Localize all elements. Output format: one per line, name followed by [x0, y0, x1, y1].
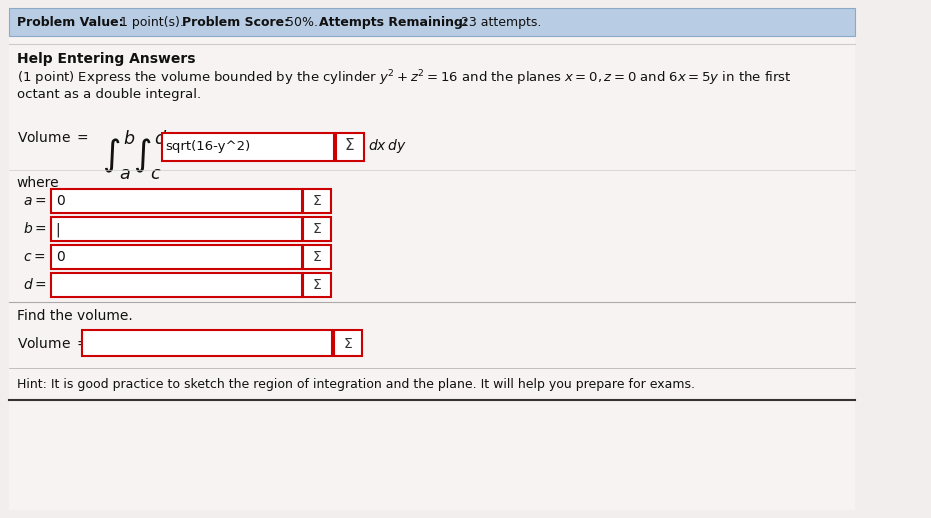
FancyBboxPatch shape — [51, 217, 302, 241]
Text: 0: 0 — [56, 250, 64, 264]
Text: 23 attempts.: 23 attempts. — [457, 16, 541, 29]
FancyBboxPatch shape — [9, 36, 855, 510]
Text: $\Sigma$: $\Sigma$ — [313, 222, 322, 236]
Text: (1 point) Express the volume bounded by the cylinder $y^2 + z^2 = 16$ and the pl: (1 point) Express the volume bounded by … — [17, 68, 791, 88]
FancyBboxPatch shape — [334, 330, 362, 356]
FancyBboxPatch shape — [304, 245, 331, 269]
FancyBboxPatch shape — [336, 133, 364, 161]
FancyBboxPatch shape — [51, 273, 302, 297]
Text: Volume $=$: Volume $=$ — [17, 336, 88, 351]
FancyBboxPatch shape — [51, 189, 302, 213]
Text: $b =$: $b =$ — [23, 221, 47, 236]
Text: Volume $=$: Volume $=$ — [17, 130, 88, 145]
Text: sqrt(16-y^2): sqrt(16-y^2) — [165, 140, 250, 153]
Text: Attempts Remaining:: Attempts Remaining: — [318, 16, 467, 29]
Text: octant as a double integral.: octant as a double integral. — [17, 88, 201, 101]
Text: $\Sigma$: $\Sigma$ — [344, 137, 355, 153]
Text: where: where — [17, 176, 60, 190]
FancyBboxPatch shape — [9, 8, 855, 36]
Text: |: | — [56, 222, 61, 237]
FancyBboxPatch shape — [162, 133, 334, 161]
FancyBboxPatch shape — [51, 245, 302, 269]
Text: $d =$: $d =$ — [23, 277, 47, 292]
FancyBboxPatch shape — [82, 330, 332, 356]
Text: $a =$: $a =$ — [23, 194, 47, 208]
FancyBboxPatch shape — [304, 189, 331, 213]
Text: $\int_c^d$: $\int_c^d$ — [133, 128, 168, 182]
Text: Hint: It is good practice to sketch the region of integration and the plane. It : Hint: It is good practice to sketch the … — [17, 378, 695, 391]
Text: $\Sigma$: $\Sigma$ — [343, 337, 353, 351]
Text: 50%.: 50%. — [282, 16, 322, 29]
Text: 0: 0 — [56, 194, 64, 208]
Text: $dx\,dy$: $dx\,dy$ — [369, 137, 407, 155]
Text: $\Sigma$: $\Sigma$ — [313, 194, 322, 208]
Text: Find the volume.: Find the volume. — [17, 309, 132, 323]
Text: $c =$: $c =$ — [23, 250, 46, 264]
FancyBboxPatch shape — [304, 217, 331, 241]
Text: Problem Value:: Problem Value: — [17, 16, 123, 29]
Text: $\int_a^b$: $\int_a^b$ — [102, 128, 136, 182]
FancyBboxPatch shape — [304, 273, 331, 297]
Text: Problem Score:: Problem Score: — [182, 16, 290, 29]
Text: $\Sigma$: $\Sigma$ — [313, 278, 322, 292]
Text: 1 point(s).: 1 point(s). — [115, 16, 187, 29]
Text: $\Sigma$: $\Sigma$ — [313, 250, 322, 264]
Text: Help Entering Answers: Help Entering Answers — [17, 52, 196, 66]
